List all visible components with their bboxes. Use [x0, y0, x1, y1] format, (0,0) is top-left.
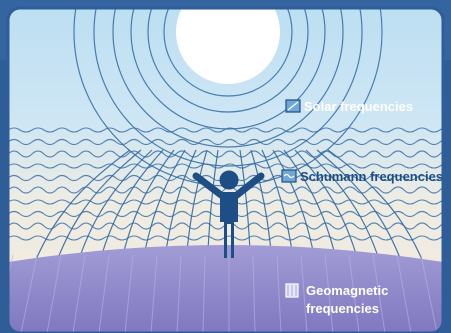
person-left-arm: [192, 172, 225, 199]
ground-field-lines: [8, 254, 438, 333]
ground-field-line: [72, 254, 86, 333]
ground-field-line: [46, 254, 62, 333]
schumann-wave-line: [8, 138, 443, 146]
ground-field-line: [420, 254, 438, 333]
schumann-waves: [8, 127, 443, 241]
ground-field-line: [324, 254, 334, 333]
ground: [8, 245, 443, 333]
ground-field-line: [396, 254, 412, 333]
ground-field-line: [252, 254, 256, 333]
ground-field-line: [202, 254, 206, 333]
legend-label-schumann: Schumann frequencies: [300, 169, 443, 184]
vertical-lines-icon: [285, 283, 299, 298]
ground-field-line: [372, 254, 386, 333]
schumann-wave-line: [8, 186, 443, 194]
ground-field-line: [348, 254, 360, 333]
ground-field-line: [98, 254, 110, 333]
person-body: [220, 192, 238, 258]
legend-item-solar: Solar frequencies: [285, 99, 413, 114]
legend-label-geomagnetic-line2: frequencies: [306, 301, 379, 316]
legend-label-solar: Solar frequencies: [304, 99, 413, 114]
schumann-wave-line: [8, 235, 443, 241]
schumann-wave-line: [8, 222, 443, 230]
legend-item-geomagnetic: Geomagnetic frequencies: [285, 283, 388, 316]
solar-rings: [73, 8, 383, 187]
ground-field-line: [8, 254, 14, 333]
ground-field-line: [300, 254, 308, 333]
legend-label-geomagnetic-line1: Geomagnetic: [306, 283, 388, 298]
ground-field-line: [176, 254, 182, 333]
solar-ring: [112, 8, 344, 148]
legend: Solar frequencies Schumann frequencies G…: [281, 99, 443, 316]
schumann-wave-line: [8, 150, 443, 158]
sun: [176, 8, 280, 84]
legend-item-schumann: Schumann frequencies: [281, 169, 443, 184]
panel-border: [6, 6, 445, 333]
solar-ring: [147, 8, 309, 113]
person-head: [219, 170, 239, 190]
person-figure: [192, 170, 265, 258]
ground-field-line: [20, 254, 38, 333]
schumann-wave-line: [8, 163, 443, 169]
person-right-arm: [233, 172, 265, 199]
horizontal-waves-icon: [281, 169, 297, 183]
ground-field-line: [276, 254, 282, 333]
schumann-wave-line: [8, 127, 443, 133]
solar-ring: [93, 8, 363, 167]
ground-field-line: [150, 254, 158, 333]
solar-ring: [130, 8, 326, 130]
diagonal-waves-icon: [285, 99, 301, 113]
solar-ring: [163, 8, 293, 97]
ground-field-line: [124, 254, 134, 333]
